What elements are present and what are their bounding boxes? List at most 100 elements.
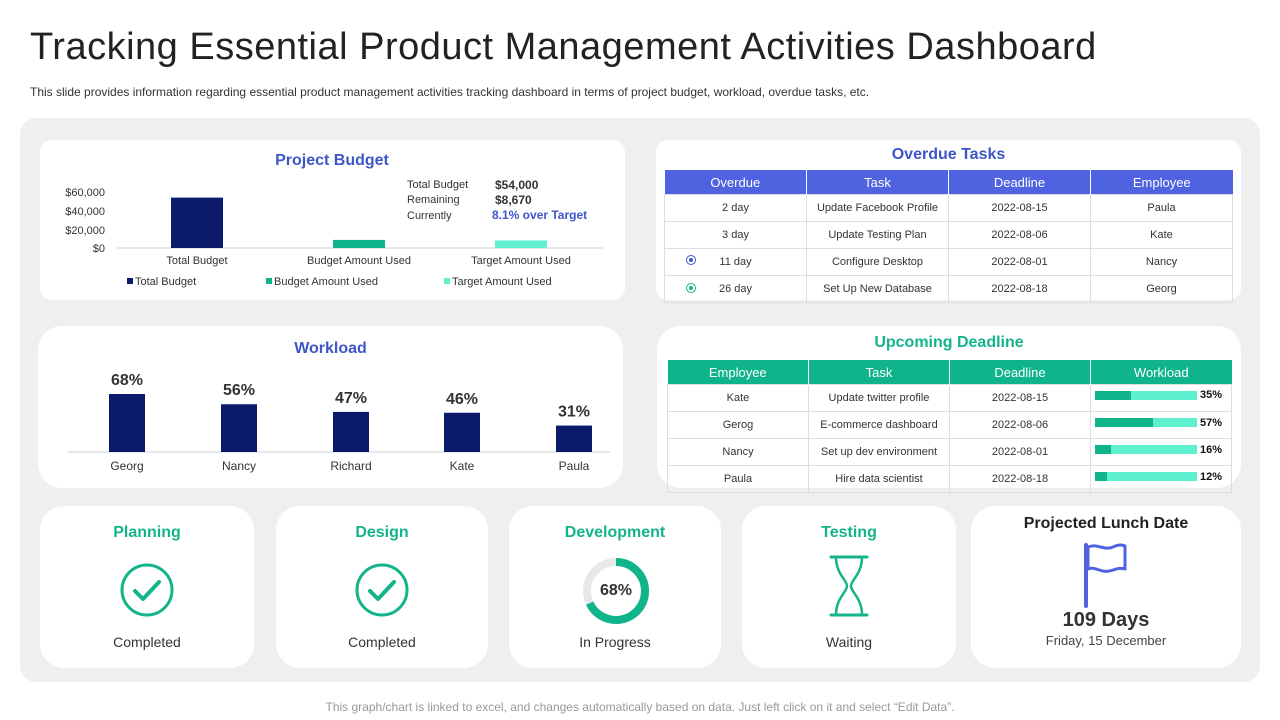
testing-title: Testing [821, 524, 877, 541]
task-cell: Configure Desktop [806, 248, 949, 276]
data-label: 56% [223, 382, 255, 399]
budget-bar [495, 240, 547, 248]
development-title: Development [564, 524, 666, 541]
budget-bar [171, 197, 223, 248]
workload-bar-fill [1095, 472, 1108, 481]
task-cell: Set up dev environment [808, 438, 950, 466]
task-cell: Update Testing Plan [806, 221, 949, 249]
workload-bar [109, 394, 145, 452]
page-subtitle: This slide provides information regardin… [30, 85, 870, 99]
workload-percent: 35% [1200, 389, 1223, 401]
planning-status: Completed [113, 634, 181, 650]
design-status: Completed [348, 634, 416, 650]
project-budget-card: Project Budget $60,000 $40,000 $20,000 $0 To… [40, 140, 625, 300]
workload-bar-track [1095, 472, 1197, 481]
legend-swatch [266, 278, 272, 284]
overdue-header-task: Task [806, 170, 949, 195]
total-budget-label: Total Budget [407, 179, 469, 191]
overdue-header-deadline: Deadline [948, 170, 1091, 195]
progress-ring-fill [583, 558, 649, 624]
hourglass-icon [829, 555, 869, 617]
y-tick-label: $60,000 [65, 187, 105, 199]
upcoming-header-employee: Employee [667, 360, 809, 385]
table-row: 26 day Set Up New Database 2022-08-18 Ge… [664, 275, 1233, 303]
workload-cell: 16% [1090, 438, 1232, 466]
workload-bar [221, 404, 257, 452]
x-tick-label: Paula [559, 459, 590, 473]
radio-icon [686, 255, 696, 265]
x-tick-label: Georg [110, 459, 143, 473]
workload-card: Workload 68% Georg 56% Nancy 47% Richard 46% Ka… [38, 326, 623, 488]
employee-cell: Kate [667, 384, 809, 412]
legend-label: Total Budget [135, 276, 196, 288]
upcoming-deadline-title: Upcoming Deadline [874, 334, 1024, 351]
task-cell: Update twitter profile [808, 384, 950, 412]
workload-chart: 68% Georg 56% Nancy 47% Richard 46% Kate 31% Paul… [68, 372, 610, 473]
development-status: In Progress [579, 634, 651, 650]
data-label: 46% [446, 391, 478, 408]
table-row: 2 day Update Facebook Profile 2022-08-15… [664, 194, 1233, 222]
remaining-label: Remaining [407, 194, 460, 206]
data-label: 47% [335, 390, 367, 407]
overdue-header-employee: Employee [1132, 174, 1191, 190]
employee-cell: Nancy [667, 438, 809, 466]
planning-title: Planning [113, 524, 181, 541]
overdue-table: Overdue Task Deadline Employee 2 day Upd… [664, 170, 1233, 303]
data-label: 31% [558, 404, 590, 421]
y-tick-label: $0 [93, 243, 105, 255]
workload-bar [444, 412, 480, 452]
legend-swatch [127, 278, 133, 284]
page-title: Tracking Essential Product Management Ac… [30, 26, 1097, 68]
currently-label: Currently [407, 210, 452, 222]
deadline-cell: 2022-08-01 [949, 438, 1091, 466]
testing-card: Testing Waiting [742, 506, 956, 668]
workload-percent: 57% [1200, 417, 1223, 429]
table-row: Gerog E-commerce dashboard 2022-08-06 57… [667, 411, 1232, 439]
overdue-cell: 2 day [664, 194, 807, 222]
y-tick-label: $20,000 [65, 225, 105, 237]
budget-bar [333, 239, 385, 248]
deadline-cell: 2022-08-18 [949, 465, 1091, 493]
upcoming-header-task: Task [808, 360, 950, 385]
upcoming-header-deadline: Deadline [949, 360, 1091, 385]
overdue-header-overdue: Overdue [664, 170, 807, 195]
design-title: Design [355, 524, 409, 541]
deadline-cell: 2022-08-01 [948, 248, 1091, 276]
overdue-tasks-card: Overdue Tasks Overdue Task Deadline Empl… [656, 140, 1241, 303]
employee-cell: Georg [1090, 275, 1233, 303]
deadline-cell: 2022-08-06 [948, 221, 1091, 249]
x-tick-label: Richard [330, 459, 371, 473]
workload-title: Workload [294, 340, 367, 357]
task-cell: E-commerce dashboard [808, 411, 950, 439]
legend-label: Target Amount Used [452, 276, 552, 288]
workload-percent: 16% [1200, 444, 1223, 456]
footer-note: This graph/chart is linked to excel, and… [325, 700, 955, 714]
testing-status: Waiting [825, 634, 873, 650]
task-cell: Update Facebook Profile [806, 194, 949, 222]
planning-card: Planning Completed [40, 506, 254, 668]
radio-icon [686, 283, 696, 293]
workload-bar-fill [1095, 391, 1131, 400]
progress-percent: 68% [599, 582, 633, 599]
remaining-value: $8,670 [495, 193, 532, 207]
table-row: Paula Hire data scientist 2022-08-18 12% [667, 465, 1232, 493]
flag-icon [1084, 543, 1127, 608]
deadline-cell: 2022-08-18 [948, 275, 1091, 303]
data-label: 68% [111, 372, 143, 389]
launch-date-card: Projected Lunch Date 109 Days Friday, 15… [971, 506, 1241, 668]
overdue-cell: 3 day [664, 221, 807, 249]
workload-bar [556, 425, 592, 452]
total-budget-value: $54,000 [495, 178, 539, 192]
x-tick-label: Total Budget [166, 255, 227, 267]
workload-bar-track [1095, 418, 1197, 427]
x-tick-label: Nancy [222, 459, 256, 473]
legend-swatch [444, 278, 450, 284]
workload-bar-fill [1095, 445, 1112, 454]
budget-chart: $60,000 $40,000 $20,000 $0 Total Budget Budge… [65, 187, 603, 288]
upcoming-header-workload: Workload [1133, 364, 1189, 380]
check-circle-icon [120, 563, 174, 617]
x-tick-label: Budget Amount Used [307, 255, 411, 267]
deadline-cell: 2022-08-15 [949, 384, 1091, 412]
design-card: Design Completed [276, 506, 488, 668]
employee-cell: Paula [1090, 194, 1233, 222]
